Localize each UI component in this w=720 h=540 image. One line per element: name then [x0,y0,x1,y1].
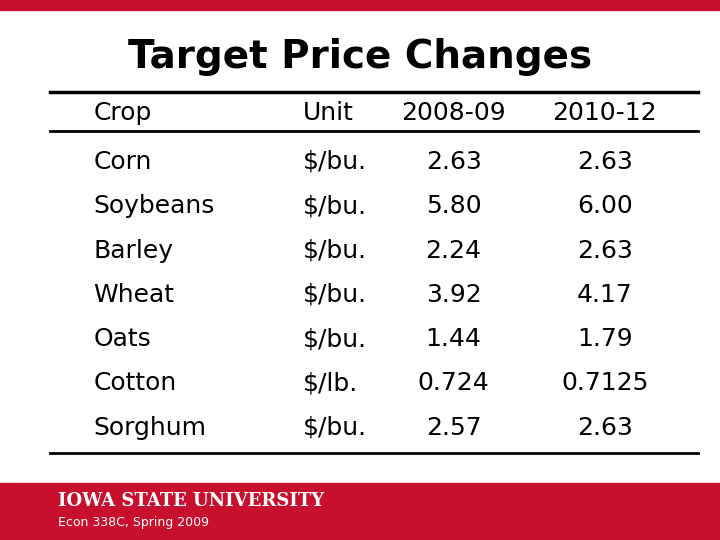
Text: Cotton: Cotton [94,372,177,395]
Text: Crop: Crop [94,102,152,125]
Text: 2010-12: 2010-12 [552,102,657,125]
Text: 0.7125: 0.7125 [561,372,649,395]
Text: $/bu.: $/bu. [302,283,366,307]
Text: $/bu.: $/bu. [302,416,366,440]
Text: 4.17: 4.17 [577,283,633,307]
Text: 2008-09: 2008-09 [401,102,506,125]
Text: 5.80: 5.80 [426,194,482,218]
Text: Unit: Unit [302,102,354,125]
Text: 2.63: 2.63 [577,416,633,440]
Text: IOWA STATE UNIVERSITY: IOWA STATE UNIVERSITY [58,492,324,510]
Text: Wheat: Wheat [94,283,175,307]
Text: 2.63: 2.63 [577,239,633,262]
Text: 3.92: 3.92 [426,283,482,307]
Text: Econ 338C, Spring 2009: Econ 338C, Spring 2009 [58,516,209,529]
Text: 2.63: 2.63 [426,150,482,174]
Text: 1.44: 1.44 [426,327,482,351]
Text: Sorghum: Sorghum [94,416,207,440]
Text: 6.00: 6.00 [577,194,633,218]
Text: 2.57: 2.57 [426,416,482,440]
Text: Oats: Oats [94,327,151,351]
Text: 2.63: 2.63 [577,150,633,174]
Text: Corn: Corn [94,150,152,174]
Text: $/bu.: $/bu. [302,239,366,262]
Text: $/bu.: $/bu. [302,327,366,351]
Text: $/bu.: $/bu. [302,150,366,174]
Text: Barley: Barley [94,239,174,262]
Text: 2.24: 2.24 [426,239,482,262]
Text: Soybeans: Soybeans [94,194,215,218]
Text: $/bu.: $/bu. [302,194,366,218]
Text: 1.79: 1.79 [577,327,633,351]
Text: 0.724: 0.724 [418,372,490,395]
Text: $/lb.: $/lb. [302,372,358,395]
Text: Target Price Changes: Target Price Changes [128,38,592,76]
